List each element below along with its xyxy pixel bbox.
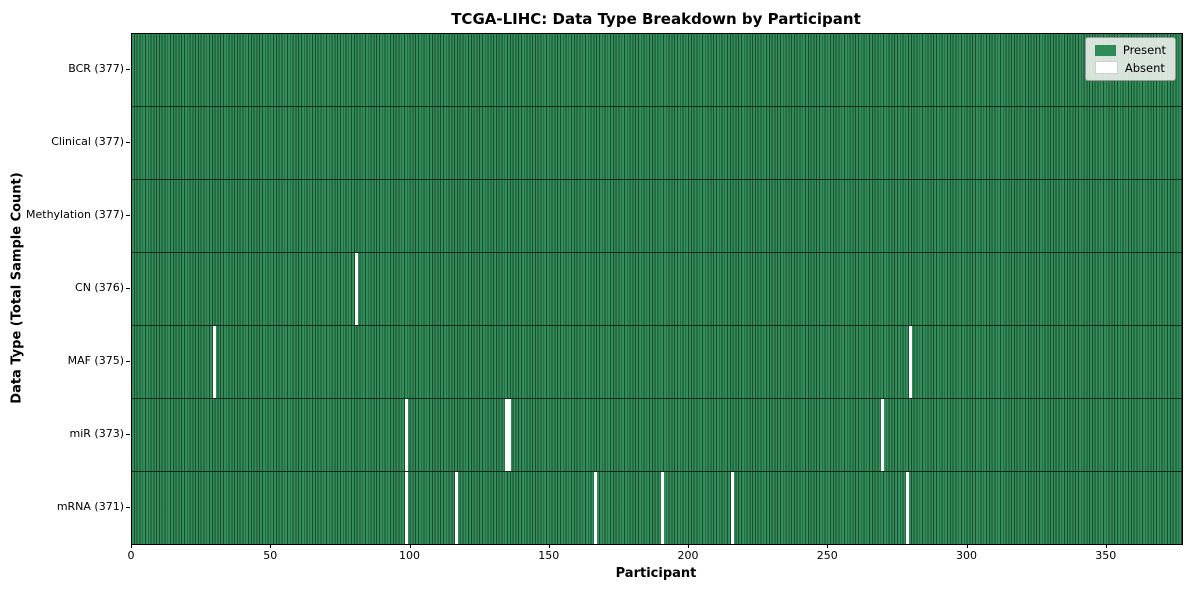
x-tick-mark [548, 544, 550, 548]
absent-cell [881, 399, 885, 471]
absent-cell [908, 326, 913, 398]
absent-cell [906, 472, 910, 544]
y-tick-label: BCR (377) [68, 62, 124, 76]
absent-cell [505, 399, 509, 471]
absent-cell [507, 399, 511, 471]
y-tick-label: mRNA (371) [56, 499, 124, 513]
x-tick-label: 0 [127, 549, 135, 562]
y-tick-label: Methylation (377) [26, 208, 124, 222]
y-tick-mark [126, 288, 130, 289]
heatmap-row-BCR [132, 34, 1182, 107]
absent-cell [730, 472, 734, 544]
x-tick-mark [966, 544, 968, 548]
x-tick-mark [131, 544, 132, 548]
x-tick-mark [409, 544, 411, 548]
y-tick-mark [126, 506, 130, 508]
x-tick-mark [827, 544, 829, 548]
legend-swatch-present [1094, 44, 1116, 56]
absent-cell [354, 253, 358, 325]
x-tick-label: 300 [956, 549, 977, 562]
x-tick-label: 100 [399, 549, 420, 562]
y-tick-mark [126, 142, 130, 144]
x-tick-mark [270, 544, 272, 548]
heatmap-row-MAF [132, 326, 1182, 399]
y-tick-mark [126, 215, 130, 217]
y-axis-label: Data Type (Total Sample Count) [9, 172, 25, 404]
x-tick-mark [688, 544, 689, 548]
y-tick-label: MAF (375) [67, 353, 124, 367]
legend: Present Absent [1084, 37, 1176, 81]
y-tick-label: Clinical (377) [51, 135, 124, 149]
y-tick-mark [126, 69, 130, 71]
y-tick-mark [126, 360, 130, 362]
legend-swatch-absent [1094, 61, 1118, 74]
x-tick-mark [1105, 544, 1107, 548]
x-tick-label: 200 [677, 549, 699, 562]
y-tick-label: CN (376) [75, 281, 124, 294]
absent-cell [212, 326, 216, 398]
y-tick-mark [126, 433, 130, 435]
x-tick-label: 150 [538, 549, 560, 562]
heatmap-row-mRNA [132, 472, 1182, 544]
x-axis-label: Participant [615, 566, 697, 581]
absent-cell [404, 399, 408, 471]
heatmap-row-Clinical [132, 107, 1182, 180]
absent-cell [660, 472, 665, 544]
legend-item-absent: Absent [1094, 60, 1166, 75]
chart-title: TCGA-LIHC: Data Type Breakdown by Partic… [451, 10, 861, 28]
x-tick-label: 350 [1095, 549, 1117, 562]
x-tick-label: 50 [263, 549, 278, 562]
x-tick-label: 250 [816, 549, 838, 562]
heatmap-row-Methylation [132, 180, 1182, 253]
y-tick-label: miR (373) [69, 426, 125, 440]
legend-item-present: Present [1094, 43, 1166, 57]
heatmap-row-CN [132, 253, 1182, 326]
absent-cell [594, 472, 598, 544]
heatmap-rows [132, 34, 1182, 544]
heatmap-row-miR [132, 399, 1182, 472]
absent-cell [404, 472, 408, 544]
absent-cell [454, 472, 459, 544]
plot-area [131, 33, 1183, 545]
legend-label-present: Present [1122, 43, 1166, 57]
legend-label-absent: Absent [1124, 60, 1165, 75]
